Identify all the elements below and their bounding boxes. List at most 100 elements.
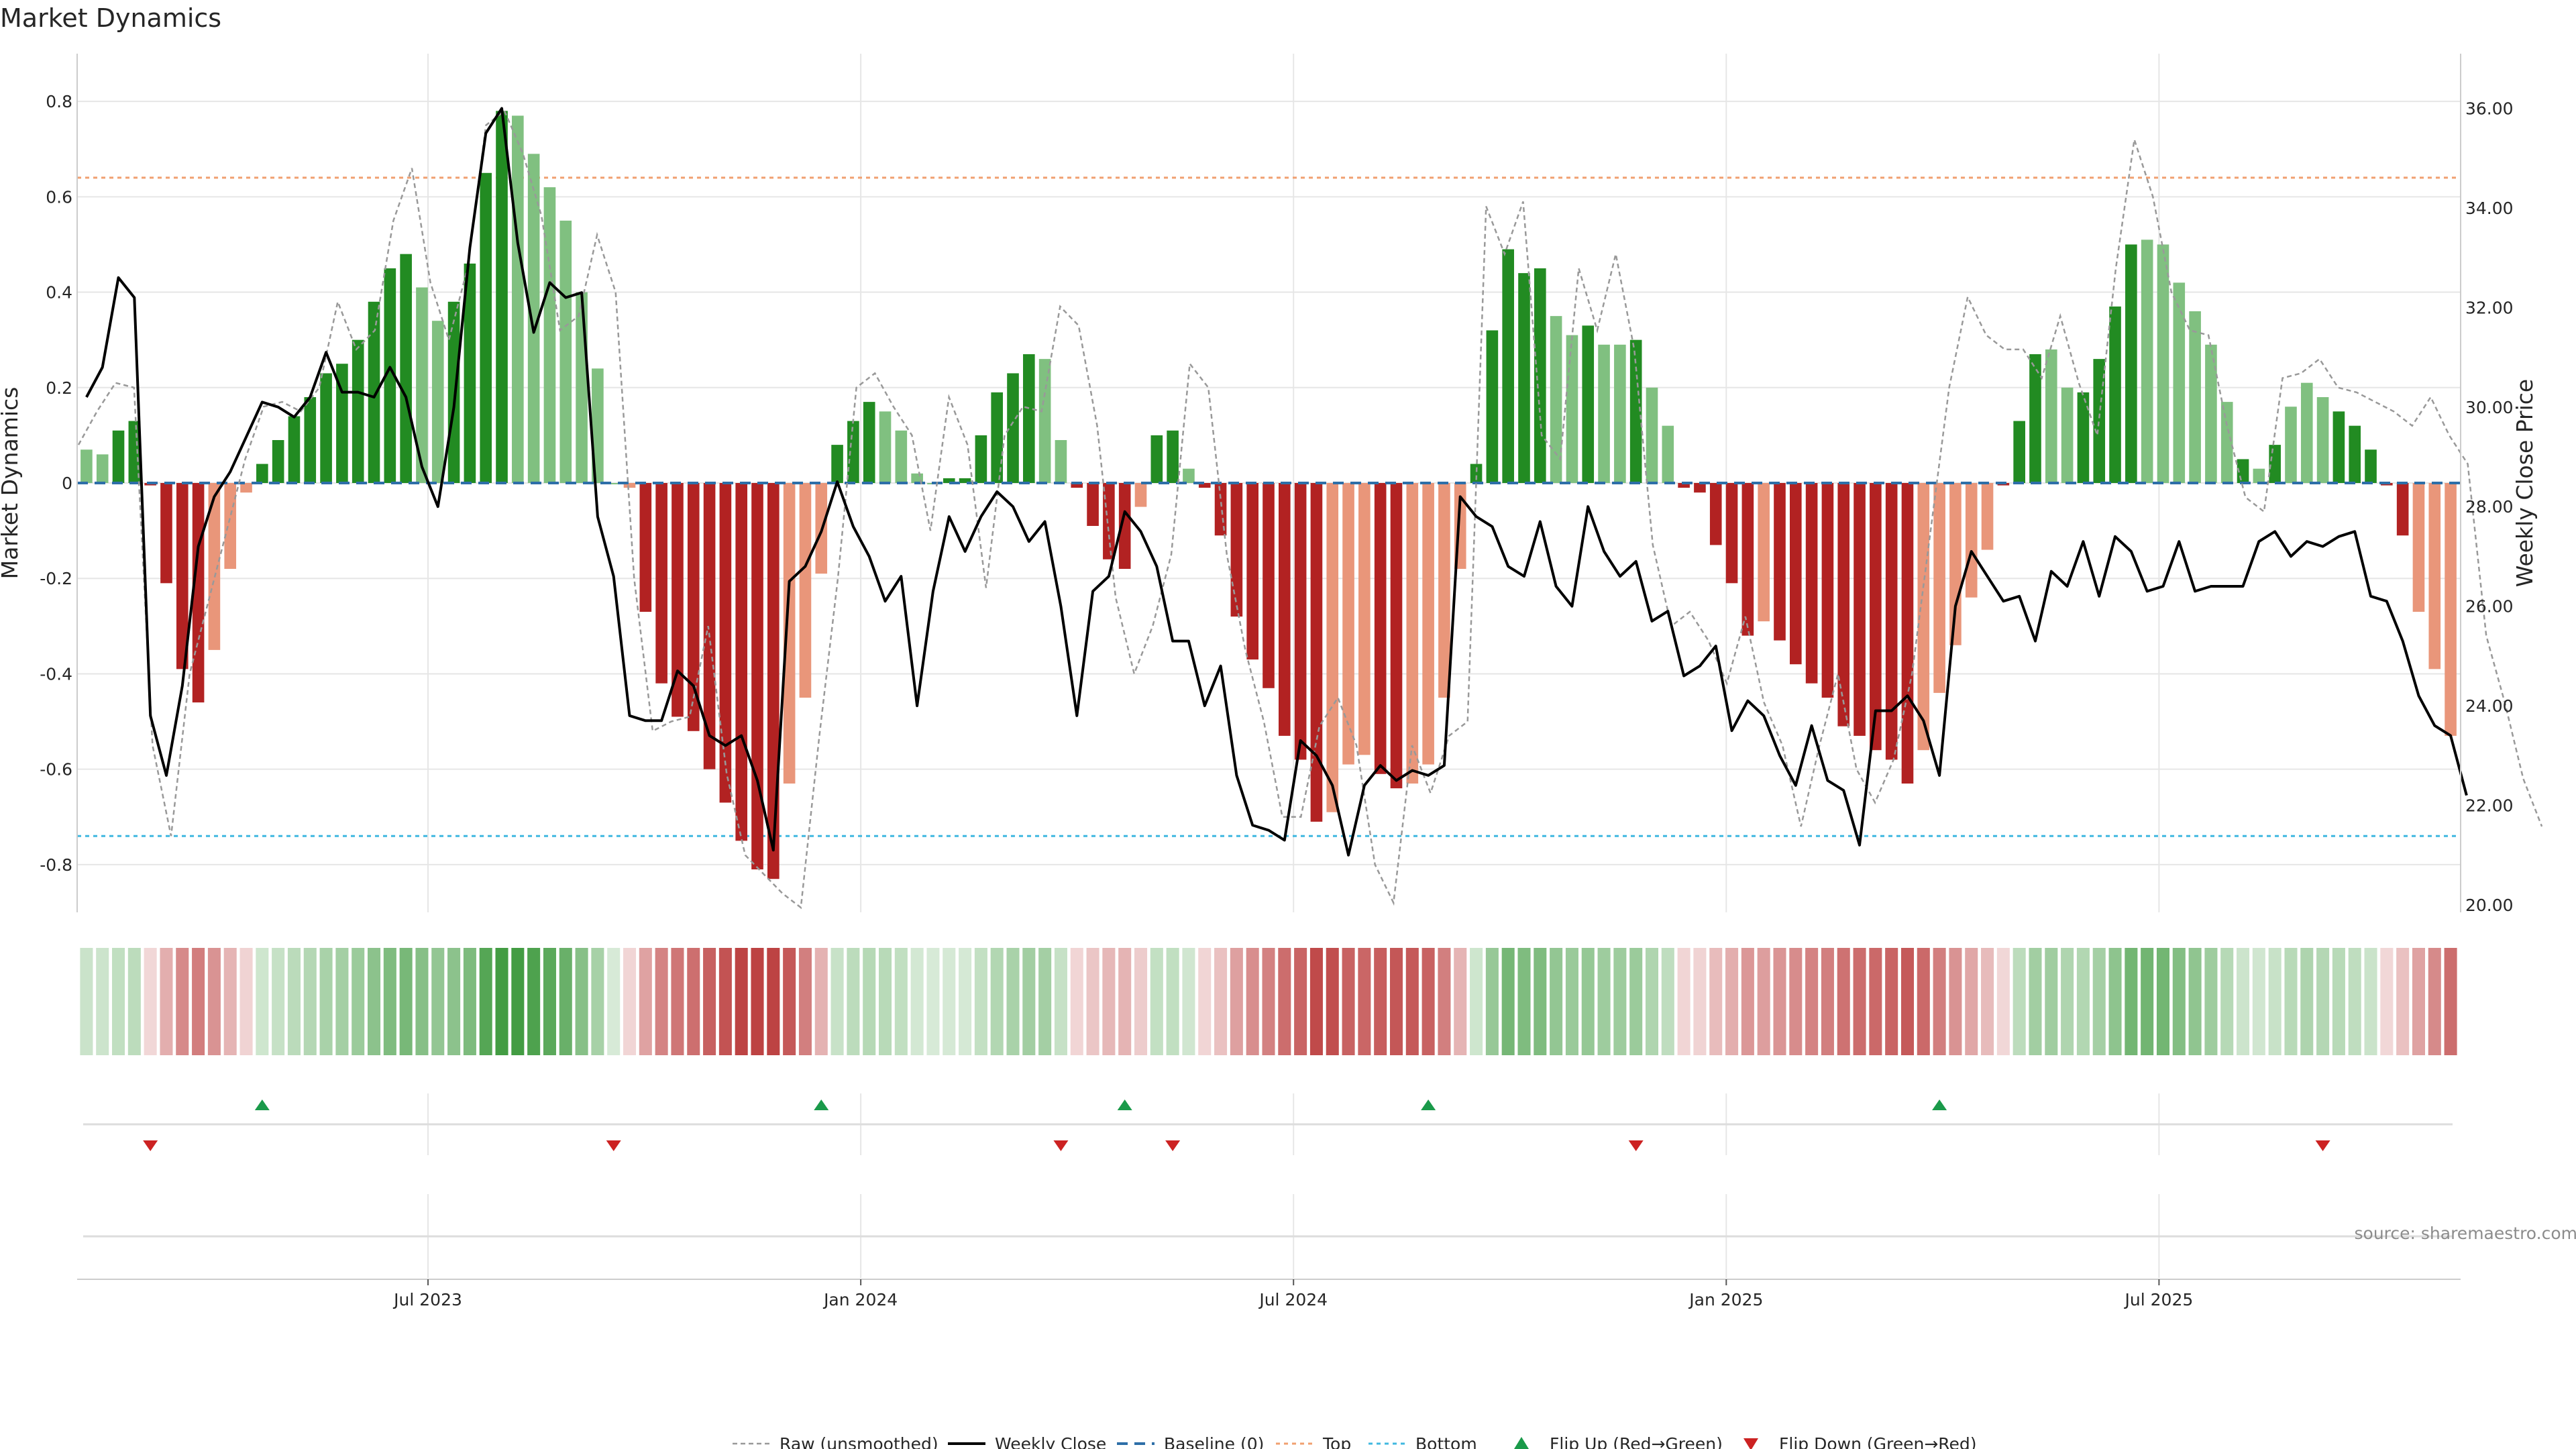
dynamics-bar bbox=[2269, 445, 2281, 483]
regime-cell bbox=[2237, 948, 2250, 1055]
dynamics-bar bbox=[2300, 382, 2313, 483]
dynamics-bar bbox=[1917, 483, 1930, 751]
regime-cell bbox=[1405, 948, 1419, 1055]
regime-cell bbox=[1102, 948, 1116, 1055]
dynamics-bar bbox=[751, 483, 763, 869]
regime-cell bbox=[1070, 948, 1083, 1055]
dynamics-bar bbox=[224, 483, 237, 569]
right-tick-label: 20.00 bbox=[2465, 896, 2514, 915]
regime-cell bbox=[607, 948, 621, 1055]
dynamics-bar bbox=[2141, 239, 2153, 483]
dynamics-bar bbox=[1949, 483, 1962, 645]
flip-down-marker bbox=[1053, 1140, 1069, 1151]
legend-label: Weekly Close bbox=[995, 1434, 1106, 1449]
regime-cell bbox=[1741, 948, 1754, 1055]
regime-cell bbox=[2204, 948, 2218, 1055]
regime-cell bbox=[287, 948, 301, 1055]
regime-cell bbox=[543, 948, 556, 1055]
regime-cell bbox=[1517, 948, 1531, 1055]
regime-cell bbox=[463, 948, 476, 1055]
dynamics-bar bbox=[2349, 425, 2361, 483]
dynamics-bar bbox=[1837, 483, 1850, 727]
dynamics-bar bbox=[1374, 483, 1387, 774]
dynamics-bar bbox=[735, 483, 748, 841]
dynamics-bar bbox=[1614, 344, 1626, 483]
dynamics-bar bbox=[1406, 483, 1419, 784]
dynamics-bar bbox=[416, 287, 428, 483]
regime-cell bbox=[1629, 948, 1643, 1055]
dynamics-bar bbox=[160, 483, 172, 584]
regime-cell bbox=[144, 948, 157, 1055]
regime-cell bbox=[1550, 948, 1563, 1055]
left-tick-label: 0.4 bbox=[46, 283, 72, 303]
legend-label: Baseline (0) bbox=[1164, 1434, 1264, 1449]
regime-cell bbox=[1949, 948, 1962, 1055]
dynamics-bar bbox=[1007, 373, 1019, 483]
dynamics-bar bbox=[2125, 244, 2137, 483]
dynamics-bar bbox=[1598, 344, 1610, 483]
regime-cell bbox=[591, 948, 604, 1055]
flip-up-marker bbox=[1932, 1099, 1947, 1110]
dynamics-bar bbox=[368, 301, 380, 483]
dynamics-bar bbox=[623, 483, 636, 488]
regime-cell bbox=[2172, 948, 2186, 1055]
dynamics-bar bbox=[384, 268, 396, 483]
regime-cell bbox=[926, 948, 940, 1055]
dynamics-bar bbox=[1678, 483, 1690, 488]
regime-cell bbox=[1309, 948, 1323, 1055]
regime-cell bbox=[1421, 948, 1435, 1055]
regime-cell bbox=[2348, 948, 2361, 1055]
regime-cell bbox=[207, 948, 221, 1055]
regime-cell bbox=[1166, 948, 1179, 1055]
legend-label: Bottom bbox=[1415, 1434, 1477, 1449]
regime-cell bbox=[863, 948, 876, 1055]
regime-cell bbox=[303, 948, 317, 1055]
right-axis-label: Weekly Close Price bbox=[2512, 379, 2538, 588]
regime-cell bbox=[1709, 948, 1723, 1055]
regime-cell bbox=[1501, 948, 1515, 1055]
dynamics-bar bbox=[1550, 316, 1562, 483]
dynamics-bar bbox=[703, 483, 716, 769]
regime-cell bbox=[2444, 948, 2457, 1055]
regime-cell bbox=[639, 948, 652, 1055]
regime-cell bbox=[2220, 948, 2234, 1055]
regime-cell bbox=[1773, 948, 1786, 1055]
regime-cell bbox=[431, 948, 445, 1055]
dynamics-bar bbox=[2316, 397, 2329, 483]
dynamics-bar bbox=[1870, 483, 1882, 751]
flip-down-marker bbox=[143, 1140, 158, 1151]
regime-cell bbox=[1278, 948, 1291, 1055]
regime-cell bbox=[1693, 948, 1707, 1055]
dynamics-bar bbox=[256, 464, 268, 483]
regime-cell bbox=[2396, 948, 2410, 1055]
dynamics-bar bbox=[1758, 483, 1770, 622]
dynamics-bar bbox=[1294, 483, 1307, 760]
regime-cell bbox=[1022, 948, 1036, 1055]
regime-cell bbox=[1054, 948, 1067, 1055]
dynamics-bar bbox=[1134, 483, 1147, 507]
regime-cell bbox=[2076, 948, 2090, 1055]
left-tick-label: 0 bbox=[62, 474, 72, 493]
legend-flip-down-swatch bbox=[1743, 1438, 1758, 1449]
dynamics-bar bbox=[1741, 483, 1754, 636]
x-axis-ticks: Jul 2023 Jan 2024 Jul 2024 Jan 2025 Jul 2025 bbox=[77, 1279, 2461, 1309]
regime-cell bbox=[1230, 948, 1243, 1055]
regime-cell bbox=[1900, 948, 1915, 1055]
regime-cell bbox=[1677, 948, 1690, 1055]
dynamics-bar bbox=[288, 416, 301, 483]
regime-cell bbox=[2284, 948, 2298, 1055]
regime-cell bbox=[1869, 948, 1882, 1055]
regime-cell bbox=[990, 948, 1004, 1055]
dynamics-bar bbox=[1933, 483, 1945, 693]
dynamics-bar bbox=[991, 392, 1004, 483]
dynamics-bar bbox=[1694, 483, 1706, 493]
regime-cell bbox=[2029, 948, 2042, 1055]
dynamics-bar bbox=[975, 435, 987, 483]
dynamics-bars bbox=[77, 111, 2461, 879]
regime-cell bbox=[878, 948, 892, 1055]
regime-cell bbox=[1853, 948, 1866, 1055]
raw-unsmoothed-line bbox=[77, 109, 2543, 910]
regime-cell bbox=[623, 948, 637, 1055]
regime-cell bbox=[479, 948, 492, 1055]
regime-cell bbox=[176, 948, 189, 1055]
